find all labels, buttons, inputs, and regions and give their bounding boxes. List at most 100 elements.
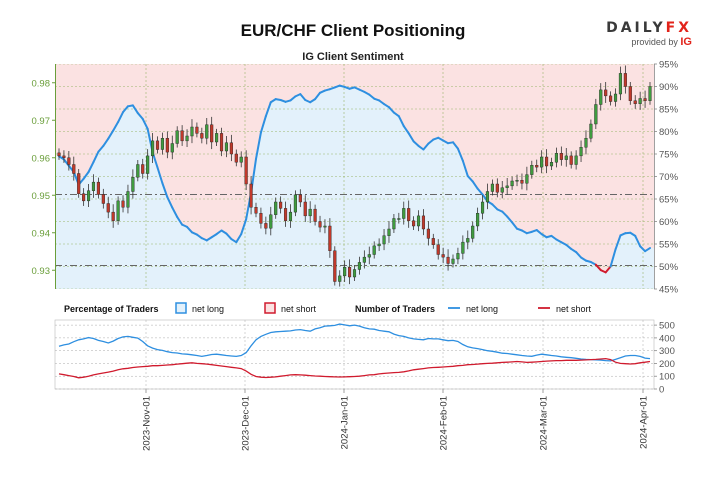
sentiment-line <box>235 233 243 244</box>
candle <box>288 211 293 221</box>
candle <box>456 253 460 260</box>
sentiment-line <box>264 101 272 118</box>
legend: Percentage of Traders net long net short… <box>64 302 592 314</box>
sentiment-line <box>387 106 395 114</box>
traders-net-long-line <box>58 323 651 362</box>
candle <box>338 275 342 282</box>
candle <box>372 245 376 255</box>
price-tick-label: 0.97 <box>32 116 51 127</box>
candle <box>476 213 480 227</box>
sentiment-line <box>186 225 193 234</box>
candle <box>116 200 120 221</box>
candle <box>229 142 233 155</box>
sentiment-line <box>141 117 149 130</box>
candle <box>584 138 588 148</box>
candle <box>471 225 475 239</box>
candle <box>323 225 327 228</box>
sentiment-line <box>644 247 651 253</box>
candle <box>224 142 229 152</box>
candle <box>279 201 283 209</box>
candle <box>628 86 632 101</box>
candle <box>579 147 583 157</box>
candle <box>382 235 386 245</box>
candle <box>86 190 91 202</box>
percent-tick-label: 80% <box>659 127 679 138</box>
legend-net-short-line-label: net short <box>556 304 592 314</box>
candle <box>421 215 426 230</box>
percent-tick-label: 65% <box>659 195 679 206</box>
candle <box>219 133 224 152</box>
candle <box>589 123 593 139</box>
date-tick-label: 2024-Apr-01 <box>639 396 650 449</box>
candle <box>141 164 145 174</box>
candle <box>328 225 332 251</box>
candle <box>643 98 647 101</box>
sentiment-line <box>456 147 464 162</box>
sentiment-line <box>402 125 410 135</box>
candle <box>633 100 637 104</box>
candle <box>549 162 554 167</box>
traders-tick-label: 300 <box>659 346 675 357</box>
candle <box>426 228 430 239</box>
sentiment-line <box>565 243 573 250</box>
candle <box>554 153 558 163</box>
percent-tick-label: 75% <box>659 150 679 161</box>
sentiment-line <box>122 105 129 114</box>
candle <box>530 165 534 175</box>
date-tick-label: 2024-Mar-01 <box>539 396 550 450</box>
candle <box>111 211 115 221</box>
candle <box>72 164 76 174</box>
legend-net-long-box-label: net long <box>192 304 224 314</box>
sentiment-line <box>634 234 642 248</box>
candle <box>392 218 396 230</box>
candle <box>431 238 435 245</box>
candle <box>106 203 110 213</box>
candle <box>377 243 381 247</box>
date-tick-label: 2023-Nov-01 <box>142 396 153 451</box>
sentiment-line <box>511 221 519 230</box>
sentiment-line <box>392 111 400 118</box>
net-long-area <box>55 85 654 289</box>
candle <box>146 155 150 174</box>
candle <box>239 156 243 163</box>
candle <box>77 173 81 194</box>
candle <box>333 250 337 282</box>
sentiment-line <box>604 265 612 274</box>
candle <box>313 208 317 222</box>
sentiment-line <box>314 91 322 101</box>
percent-tick-label: 45% <box>659 285 679 296</box>
sentiment-line <box>215 229 223 236</box>
sentiment-line <box>397 115 405 128</box>
percent-tick-label: 95% <box>659 60 679 71</box>
candle <box>367 254 371 258</box>
chart-title: EUR/CHF Client Positioning <box>241 21 466 40</box>
legend-net-long-line-label: net long <box>466 304 498 314</box>
candle <box>500 187 504 193</box>
traders-grid <box>54 319 655 390</box>
sentiment-line <box>461 159 469 178</box>
candle <box>402 208 406 219</box>
candle <box>604 89 608 97</box>
legend-net-long-box <box>175 302 187 314</box>
legend-percentage-title: Percentage of Traders <box>64 304 159 314</box>
candle <box>175 130 179 144</box>
candle <box>62 155 66 158</box>
sentiment-line <box>471 180 479 190</box>
candle <box>569 155 573 165</box>
sentiment-line <box>550 234 558 241</box>
sentiment-line <box>412 140 420 147</box>
candle <box>599 89 603 105</box>
sentiment-line <box>501 210 509 218</box>
candle <box>195 126 199 134</box>
candle <box>480 201 485 214</box>
candle <box>274 201 278 215</box>
candle <box>352 269 357 278</box>
sentiment-line <box>195 233 203 240</box>
sentiment-line <box>171 206 179 218</box>
candle <box>525 174 529 184</box>
candle <box>412 220 416 227</box>
candle <box>387 228 391 236</box>
sentiment-line <box>378 99 386 106</box>
